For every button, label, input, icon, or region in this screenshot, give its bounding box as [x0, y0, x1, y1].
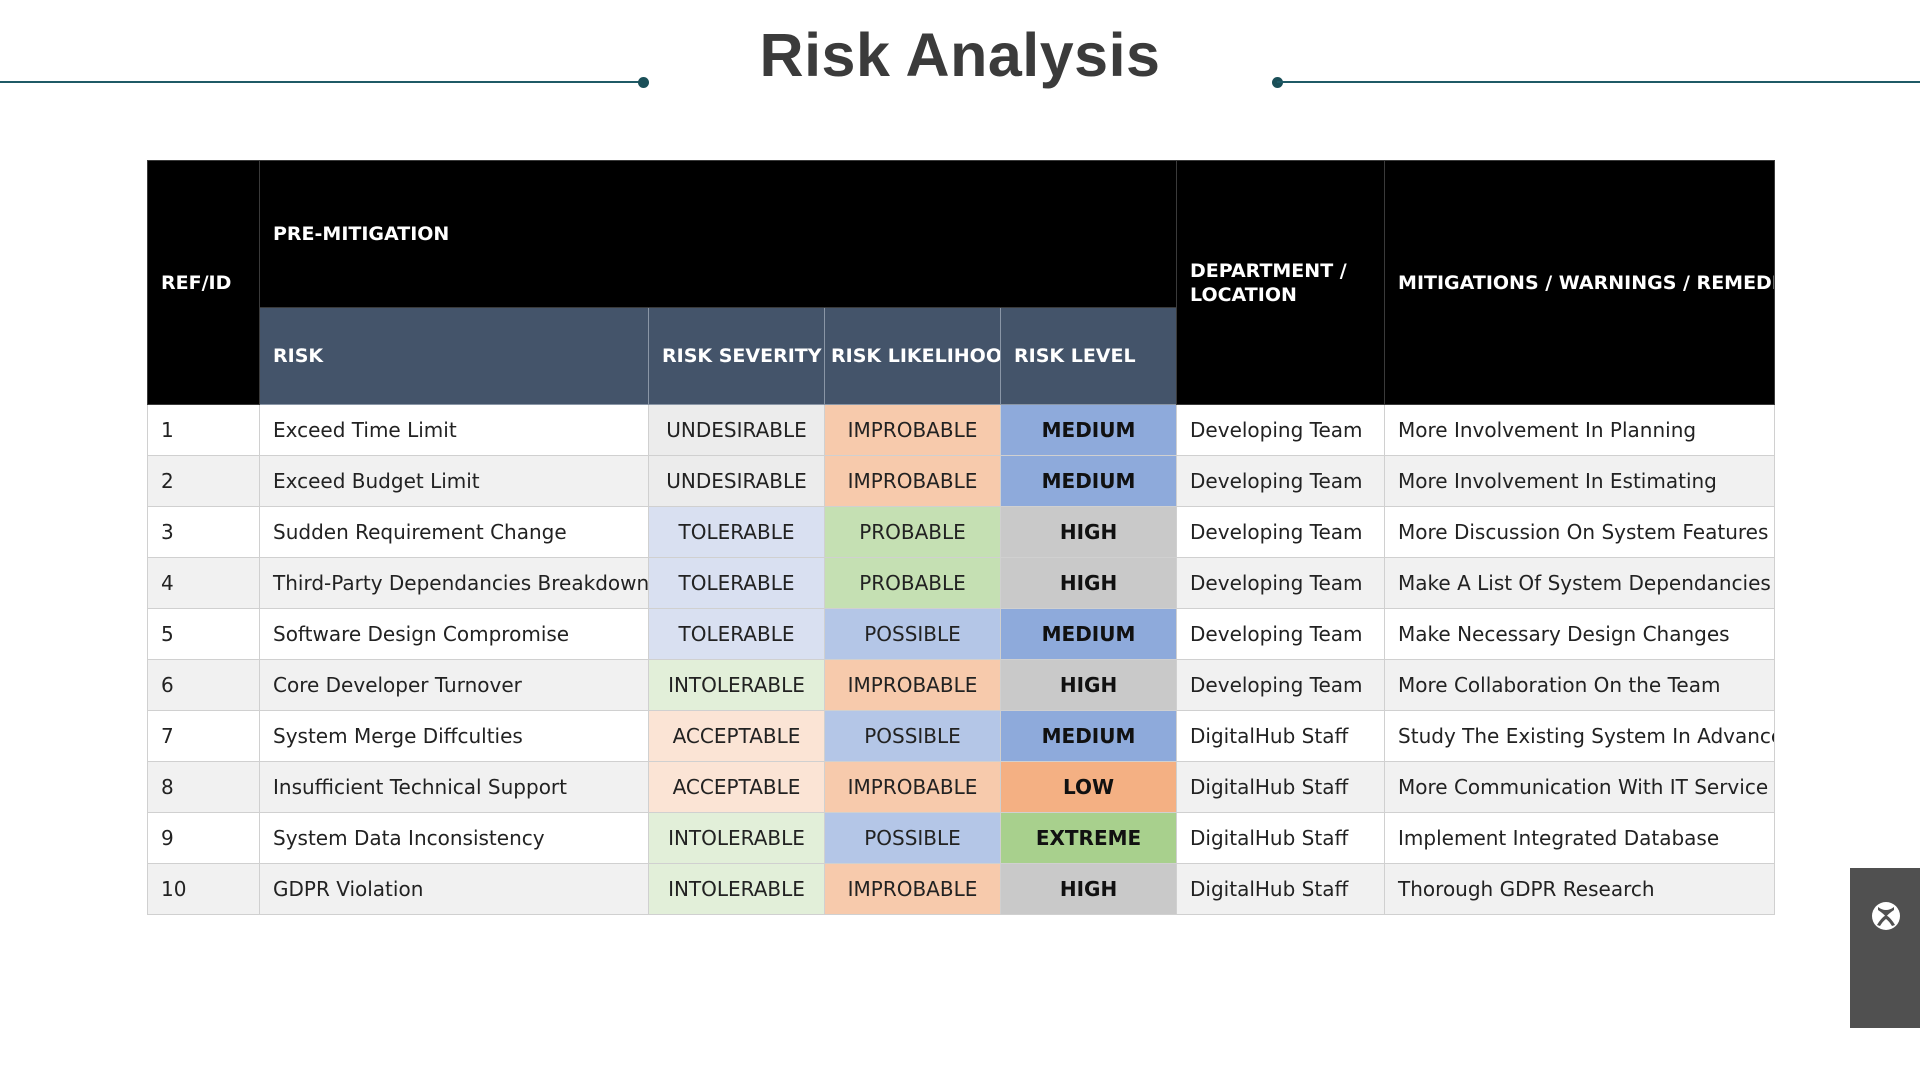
cell-ref-id: 10	[147, 863, 260, 915]
cell-risk-level: HIGH	[999, 659, 1178, 711]
title-rule-right	[1277, 81, 1920, 83]
cell-risk: Sudden Requirement Change	[259, 506, 649, 558]
cell-department: DigitalHub Staff	[1176, 863, 1386, 915]
table-row: 5 Software Design Compromise TOLERABLE POSS…	[147, 608, 1776, 660]
cell-ref-id: 9	[147, 812, 260, 864]
cell-mitigation: More Involvement In Planning	[1384, 404, 1776, 456]
cell-risk-likelihood: IMPROBABLE	[824, 404, 1001, 456]
cell-risk-severity: INTOLERABLE	[648, 863, 825, 915]
cell-risk: Core Developer Turnover	[259, 659, 649, 711]
cell-department: Developing Team	[1176, 608, 1386, 660]
cell-mitigation: Make Necessary Design Changes	[1384, 608, 1776, 660]
cell-risk-level: MEDIUM	[999, 608, 1178, 660]
table-row: 3 Sudden Requirement Change TOLERABLE PROBA…	[147, 506, 1776, 558]
cell-risk-severity: ACCEPTABLE	[648, 710, 825, 762]
cell-department: DigitalHub Staff	[1176, 812, 1386, 864]
cell-department: Developing Team	[1176, 659, 1386, 711]
cell-risk-level: HIGH	[999, 557, 1178, 609]
cell-risk-likelihood: IMPROBABLE	[824, 455, 1001, 507]
page-title: Risk Analysis	[759, 21, 1161, 89]
cell-risk-severity: INTOLERABLE	[648, 659, 825, 711]
cell-mitigation: Implement Integrated Database	[1384, 812, 1776, 864]
header-mitigations: MITIGATIONS / WARNINGS / REMEDIES	[1384, 160, 1776, 405]
cell-risk-likelihood: IMPROBABLE	[824, 659, 1001, 711]
cell-risk-severity: TOLERABLE	[648, 608, 825, 660]
cell-risk-severity: UNDESIRABLE	[648, 404, 825, 456]
table-row: 4 Third-Party Dependancies Breakdown TOLER…	[147, 557, 1776, 609]
cell-risk-severity: TOLERABLE	[648, 506, 825, 558]
cell-risk: GDPR Violation	[259, 863, 649, 915]
cell-risk-likelihood: POSSIBLE	[824, 608, 1001, 660]
cell-mitigation: More Communication With IT Service	[1384, 761, 1776, 813]
xbox-icon[interactable]	[1870, 900, 1902, 932]
header-risk-level: RISK LEVEL	[999, 307, 1178, 405]
cell-department: Developing Team	[1176, 506, 1386, 558]
title-rule-left	[0, 81, 644, 83]
cell-ref-id: 4	[147, 557, 260, 609]
cell-risk-likelihood: PROBABLE	[824, 506, 1001, 558]
cell-risk-likelihood: IMPROBABLE	[824, 863, 1001, 915]
risk-table-body: 1 Exceed Time Limit UNDESIRABLE IMPROBABLE M…	[147, 404, 1776, 915]
header-department-location: DEPARTMENT / LOCATION	[1176, 160, 1386, 405]
cell-risk-level: EXTREME	[999, 812, 1178, 864]
cell-mitigation: More Discussion On System Features	[1384, 506, 1776, 558]
table-row: 10 GDPR Violation INTOLERABLE IMPROBABLE HIG…	[147, 863, 1776, 915]
header-risk-severity: RISK SEVERITY	[648, 307, 825, 405]
cell-risk: Third-Party Dependancies Breakdown	[259, 557, 649, 609]
cell-risk: Insufficient Technical Support	[259, 761, 649, 813]
cell-mitigation: Study The Existing System In Advance	[1384, 710, 1776, 762]
table-row: 1 Exceed Time Limit UNDESIRABLE IMPROBABLE M…	[147, 404, 1776, 456]
cell-risk-severity: TOLERABLE	[648, 557, 825, 609]
cell-risk-likelihood: POSSIBLE	[824, 710, 1001, 762]
cell-risk-likelihood: PROBABLE	[824, 557, 1001, 609]
cell-ref-id: 7	[147, 710, 260, 762]
table-row: 2 Exceed Budget Limit UNDESIRABLE IMPROBABL…	[147, 455, 1776, 507]
cell-ref-id: 3	[147, 506, 260, 558]
risk-analysis-table: REF/ID PRE-MITIGATION DEPARTMENT / LOCAT…	[147, 160, 1776, 915]
cell-risk-level: LOW	[999, 761, 1178, 813]
header-ref-id: REF/ID	[147, 160, 260, 405]
cell-risk-likelihood: IMPROBABLE	[824, 761, 1001, 813]
cell-ref-id: 1	[147, 404, 260, 456]
cell-department: DigitalHub Staff	[1176, 710, 1386, 762]
table-row: 8 Insufficient Technical Support ACCEPTABL…	[147, 761, 1776, 813]
cell-risk-severity: UNDESIRABLE	[648, 455, 825, 507]
cell-risk-level: MEDIUM	[999, 404, 1178, 456]
title-rule-left-dot	[638, 77, 649, 88]
cell-risk: Exceed Time Limit	[259, 404, 649, 456]
cell-mitigation: Thorough GDPR Research	[1384, 863, 1776, 915]
cell-risk-level: MEDIUM	[999, 710, 1178, 762]
cell-ref-id: 6	[147, 659, 260, 711]
cell-mitigation: More Involvement In Estimating	[1384, 455, 1776, 507]
header-risk: RISK	[259, 307, 649, 405]
cell-risk: System Merge Diffculties	[259, 710, 649, 762]
cell-ref-id: 2	[147, 455, 260, 507]
cell-risk: System Data Inconsistency	[259, 812, 649, 864]
cell-mitigation: Make A List Of System Dependancies	[1384, 557, 1776, 609]
table-row: 9 System Data Inconsistency INTOLERABLE POS…	[147, 812, 1776, 864]
cell-risk-level: MEDIUM	[999, 455, 1178, 507]
cell-mitigation: More Collaboration On the Team	[1384, 659, 1776, 711]
cell-department: Developing Team	[1176, 404, 1386, 456]
header-pre-mitigation: PRE-MITIGATION	[258, 160, 1178, 308]
cell-risk: Software Design Compromise	[259, 608, 649, 660]
side-widget[interactable]	[1850, 868, 1920, 1028]
cell-risk: Exceed Budget Limit	[259, 455, 649, 507]
header-risk-likelihood: RISK LIKELIHOOD	[824, 307, 1001, 405]
cell-ref-id: 8	[147, 761, 260, 813]
cell-ref-id: 5	[147, 608, 260, 660]
cell-department: Developing Team	[1176, 455, 1386, 507]
cell-risk-severity: ACCEPTABLE	[648, 761, 825, 813]
cell-department: Developing Team	[1176, 557, 1386, 609]
cell-department: DigitalHub Staff	[1176, 761, 1386, 813]
cell-risk-level: HIGH	[999, 863, 1178, 915]
cell-risk-likelihood: POSSIBLE	[824, 812, 1001, 864]
table-row: 6 Core Developer Turnover INTOLERABLE IMPRO…	[147, 659, 1776, 711]
cell-risk-severity: INTOLERABLE	[648, 812, 825, 864]
table-row: 7 System Merge Diffculties ACCEPTABLE POSSI…	[147, 710, 1776, 762]
cell-risk-level: HIGH	[999, 506, 1178, 558]
